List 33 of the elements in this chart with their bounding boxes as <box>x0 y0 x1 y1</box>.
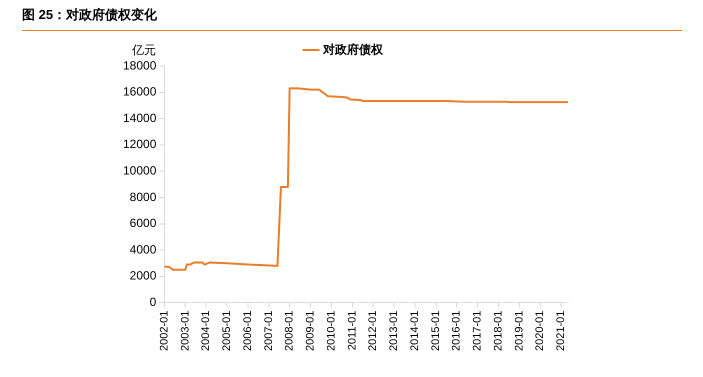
x-tick-label: 2006-01 <box>242 310 254 352</box>
x-tick-label: 2010-01 <box>325 310 338 352</box>
x-tick-label: 2018-01 <box>492 310 504 352</box>
x-tick-label: 2003-01 <box>179 310 192 352</box>
x-tick-label: 2017-01 <box>472 310 484 352</box>
x-tick-label: 2009-01 <box>304 310 317 352</box>
x-tick-label: 2007-01 <box>262 310 275 352</box>
x-tick-label: 2008-01 <box>284 310 296 352</box>
chart-title: 图 25：对政府债权变化 <box>22 6 682 31</box>
x-tick-label: 2004-01 <box>200 310 212 352</box>
y-tick-label: 10000 <box>122 163 157 178</box>
y-tick-label: 16000 <box>122 84 157 99</box>
y-tick-label: 12000 <box>122 137 157 152</box>
x-tick-label: 2020-01 <box>534 310 546 352</box>
x-tick-label: 2005-01 <box>221 310 234 352</box>
x-tick-label: 2014-01 <box>408 310 421 352</box>
y-tick-label: 0 <box>150 294 157 309</box>
y-tick-label: 14000 <box>122 110 157 125</box>
y-tick-label: 8000 <box>130 190 157 204</box>
y-tick-label: 2000 <box>130 268 157 283</box>
x-tick-label: 2016-01 <box>450 310 463 352</box>
y-tick-label: 4000 <box>130 242 157 256</box>
y-tick-label: 6000 <box>130 216 157 230</box>
x-tick-label: 2021-01 <box>555 310 568 352</box>
x-tick-label: 2012-01 <box>367 310 380 352</box>
x-tick-label: 2011-01 <box>346 310 358 350</box>
x-tick-label: 2019-01 <box>513 310 526 352</box>
x-tick-label: 2015-01 <box>430 310 442 352</box>
legend-label: 对政府债权 <box>322 42 384 56</box>
y-tick-label: 18000 <box>122 58 157 72</box>
y-axis-title: 亿元 <box>132 42 156 59</box>
x-tick-label: 2013-01 <box>388 310 400 352</box>
x-tick-label: 2002-01 <box>158 310 170 352</box>
